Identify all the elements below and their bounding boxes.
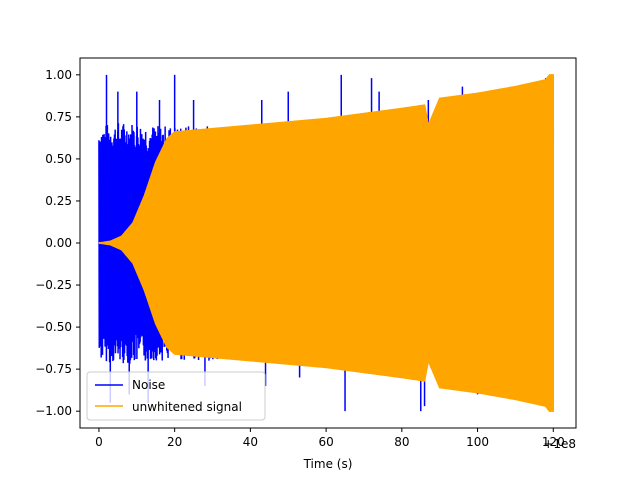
x-tick-label: 120 [542, 435, 565, 449]
y-tick-label: 0.00 [45, 236, 72, 250]
legend-entry-noise: Noise [132, 378, 165, 392]
legend: Noise unwhitened signal [86, 371, 266, 421]
x-tick-label: 100 [466, 435, 489, 449]
y-tick-label: 0.75 [45, 110, 72, 124]
signal-series [98, 74, 555, 412]
y-tick-label: 1.00 [45, 68, 72, 82]
legend-box [86, 371, 266, 421]
legend-entry-signal: unwhitened signal [132, 400, 242, 414]
y-tick-label: 0.25 [45, 194, 72, 208]
y-tick-label: 0.50 [45, 152, 72, 166]
x-tick-label: 80 [394, 435, 409, 449]
y-tick-label: −1.00 [35, 404, 72, 418]
axes: 0 20 40 60 80 100 120 −1.00 −0.75 −0.50 −0.25 0.00 0… [35, 57, 577, 449]
y-tick-label: −0.25 [35, 278, 72, 292]
x-axis-label: Time (s) [303, 457, 353, 471]
signal-envelope [98, 74, 555, 412]
x-tick-label: 0 [95, 435, 103, 449]
x-tick-label: 20 [167, 435, 182, 449]
x-tick-label: 60 [318, 435, 333, 449]
y-tick-label: −0.50 [35, 320, 72, 334]
x-tick-label: 40 [243, 435, 258, 449]
y-tick-label: −0.75 [35, 362, 72, 376]
x-offset-label: +1e8 [543, 437, 576, 451]
